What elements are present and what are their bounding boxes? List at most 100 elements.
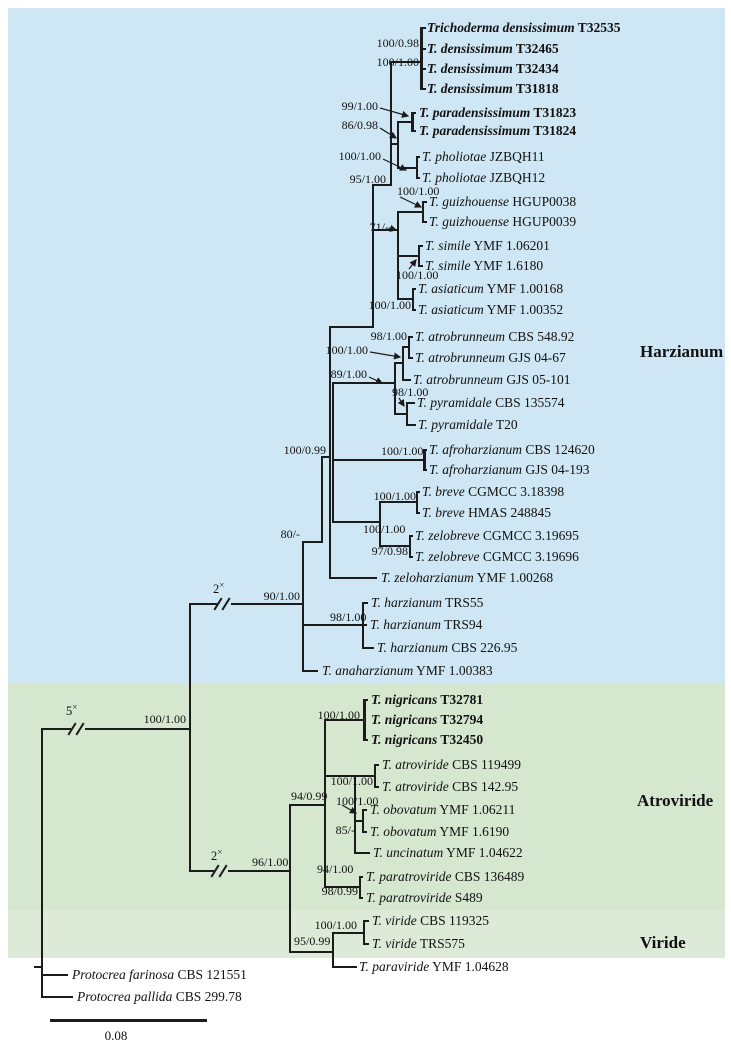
branch-line bbox=[409, 535, 411, 558]
branch-line bbox=[413, 288, 416, 290]
clade-label: Viride bbox=[640, 933, 686, 952]
taxon-name: T. zeloharzianum bbox=[381, 570, 474, 585]
taxon-label: T. anaharzianum YMF 1.00383 bbox=[322, 662, 493, 680]
branch-line bbox=[364, 920, 369, 922]
multiplier-times-sign: × bbox=[72, 702, 78, 712]
branch-line bbox=[373, 184, 391, 186]
branch-line bbox=[355, 820, 363, 822]
strain-code: CBS 226.95 bbox=[448, 640, 518, 655]
taxon-label: T. zelobreve CGMCC 3.19695 bbox=[415, 527, 579, 545]
strain-code: CBS 135574 bbox=[491, 395, 565, 410]
taxon-label: T. simile YMF 1.6180 bbox=[425, 257, 543, 275]
taxon-label: T. afroharzianum GJS 04-193 bbox=[429, 461, 590, 479]
taxon-name: T. densissimum bbox=[427, 81, 513, 96]
strain-code: TRS94 bbox=[441, 617, 483, 632]
branch-line bbox=[364, 699, 368, 701]
clade-label: Atroviride bbox=[637, 791, 714, 810]
strain-code: HMAS 248845 bbox=[464, 505, 552, 520]
branch-scale-multiplier: 2× bbox=[213, 580, 224, 597]
support-value: 99/1.00 bbox=[341, 99, 378, 113]
branch-line bbox=[398, 211, 423, 213]
branch-line bbox=[403, 346, 409, 348]
multiplier-number: 5 bbox=[66, 704, 73, 719]
taxon-label: T. harzianum TRS94 bbox=[370, 616, 482, 634]
branch-line bbox=[409, 357, 413, 359]
taxon-label: T. harzianum CBS 226.95 bbox=[377, 639, 517, 657]
branch-line bbox=[416, 491, 418, 514]
strain-code: JZBQH11 bbox=[486, 149, 545, 164]
strain-code: CBS 119325 bbox=[416, 913, 490, 928]
support-value: 96/1.00 bbox=[252, 855, 289, 869]
taxon-name: T. obovatum bbox=[370, 802, 437, 817]
strain-code: HGUP0038 bbox=[509, 194, 577, 209]
branch-line bbox=[332, 382, 334, 523]
support-value: 86/0.98 bbox=[341, 118, 378, 132]
branch-line bbox=[390, 61, 392, 186]
support-value: 95/0.99 bbox=[294, 934, 331, 948]
taxon-name: T. nigricans bbox=[371, 732, 438, 747]
strain-code: YMF 1.00383 bbox=[413, 663, 493, 678]
support-value: 100/1.00 bbox=[338, 149, 381, 163]
support-value: 100/1.00 bbox=[363, 522, 406, 536]
branch-line bbox=[190, 603, 303, 605]
branch-line bbox=[402, 346, 404, 381]
strain-code: CBS 124620 bbox=[522, 442, 595, 457]
strain-code: TRS575 bbox=[416, 936, 465, 951]
branch-line bbox=[42, 996, 73, 998]
branch-line bbox=[329, 326, 331, 579]
taxon-name: T. zelobreve bbox=[415, 528, 480, 543]
branch-line bbox=[363, 809, 367, 811]
support-value: 98/1.00 bbox=[370, 329, 407, 343]
taxon-name: T. paraviride bbox=[359, 959, 430, 974]
support-value: 100/1.00 bbox=[330, 774, 373, 788]
branch-line bbox=[363, 920, 365, 945]
taxon-name: T. simile bbox=[425, 238, 471, 253]
strain-code: T31824 bbox=[530, 123, 577, 138]
branch-line bbox=[422, 201, 424, 223]
branch-line bbox=[423, 449, 426, 471]
branch-scale-multiplier: 5× bbox=[66, 702, 77, 719]
branch-line bbox=[325, 775, 375, 777]
support-value: 98/1.00 bbox=[392, 385, 429, 399]
branch-line bbox=[355, 852, 370, 854]
branch-line bbox=[413, 309, 416, 311]
branch-line bbox=[363, 602, 368, 604]
branch-line bbox=[375, 786, 379, 788]
branch-line bbox=[303, 541, 322, 543]
taxon-name: T. paradensissimum bbox=[419, 123, 531, 138]
branch-line bbox=[41, 728, 43, 998]
strain-code: T20 bbox=[492, 417, 518, 432]
support-value: 100/1.00 bbox=[314, 918, 357, 932]
taxon-name: T. pholiotae bbox=[422, 170, 487, 185]
strain-code: CGMCC 3.19696 bbox=[479, 549, 579, 564]
taxon-name: T. viride bbox=[372, 913, 417, 928]
taxon-label: T. densissimum T32434 bbox=[427, 60, 559, 78]
branch-line bbox=[333, 459, 424, 461]
taxon-label: T. zeloharzianum YMF 1.00268 bbox=[381, 569, 553, 587]
strain-code: CBS 121551 bbox=[174, 967, 247, 982]
branch-line bbox=[325, 719, 364, 721]
branch-line bbox=[418, 245, 420, 267]
taxon-name: T. harzianum bbox=[377, 640, 449, 655]
taxon-label: T. paradensissimum T31824 bbox=[419, 122, 576, 140]
taxon-label: T. guizhouense HGUP0038 bbox=[429, 193, 576, 211]
branch-line bbox=[359, 876, 361, 899]
taxon-name: T. atroviride bbox=[382, 757, 449, 772]
branch-line bbox=[380, 545, 410, 547]
branch-line bbox=[391, 143, 398, 145]
strain-code: S489 bbox=[451, 890, 483, 905]
branch-line bbox=[362, 809, 364, 833]
taxon-name: T. asiaticum bbox=[418, 302, 484, 317]
branch-line bbox=[398, 298, 413, 300]
taxon-name: T. harzianum bbox=[371, 595, 443, 610]
strain-code: YMF 1.04628 bbox=[429, 959, 509, 974]
branch-line bbox=[322, 456, 330, 458]
branch-line bbox=[416, 156, 418, 179]
taxon-label: T. pyramidale T20 bbox=[418, 416, 518, 434]
support-value: 100/1.00 bbox=[368, 298, 411, 312]
support-value: 100/1.00 bbox=[376, 55, 419, 69]
taxon-name: T. anaharzianum bbox=[322, 663, 414, 678]
taxon-name: T. asiaticum bbox=[418, 281, 484, 296]
branch-line bbox=[372, 184, 374, 328]
branch-scale-multiplier: 2× bbox=[211, 847, 222, 864]
